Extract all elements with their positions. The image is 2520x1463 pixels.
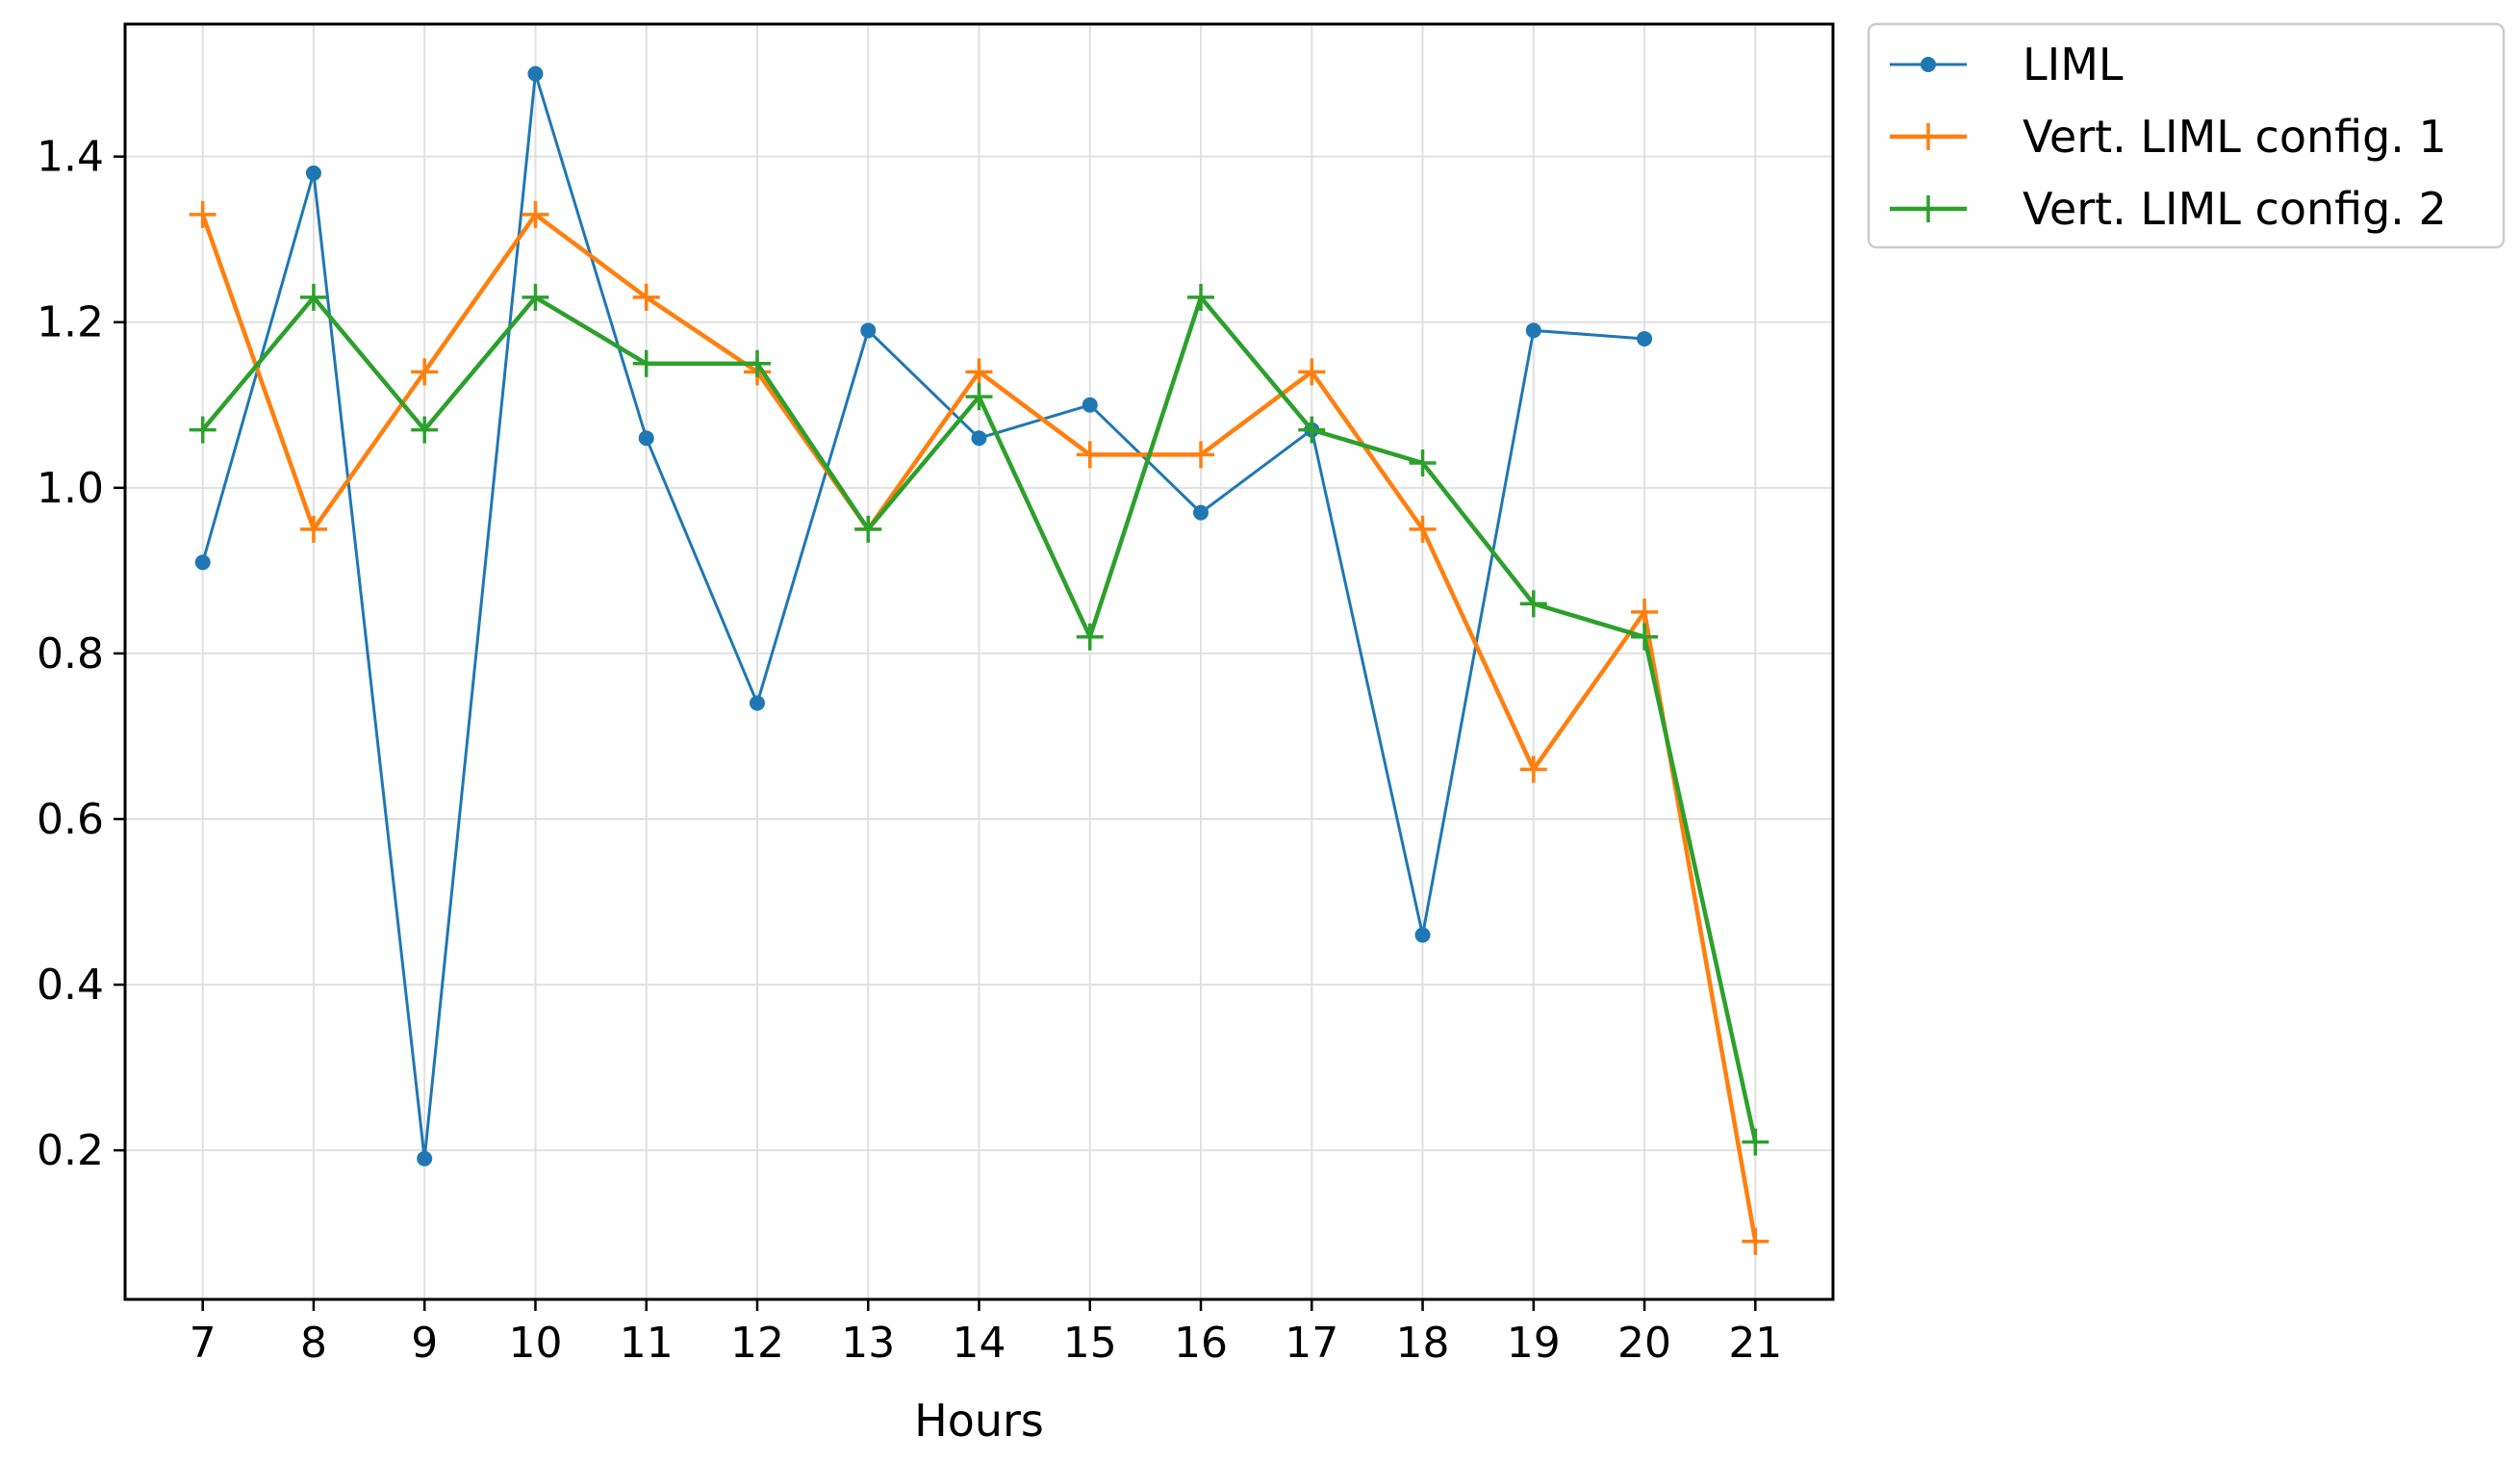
x-tick-label: 13 xyxy=(841,1319,895,1368)
data-point xyxy=(1742,1128,1769,1156)
x-tick-label: 7 xyxy=(190,1319,216,1368)
data-point xyxy=(411,358,439,386)
data-point xyxy=(299,283,327,311)
data-point xyxy=(527,65,544,82)
data-point xyxy=(1298,416,1326,444)
legend-item: LIML xyxy=(1890,38,2124,90)
series-1 xyxy=(194,65,1653,1167)
y-tick-label: 0.2 xyxy=(37,1126,104,1175)
x-tick-label: 18 xyxy=(1396,1319,1450,1368)
data-point xyxy=(1525,322,1541,339)
legend-item: Vert. LIML config. 1 xyxy=(1890,111,2447,163)
y-tick-label: 0.6 xyxy=(37,795,104,844)
data-point xyxy=(1187,441,1215,469)
legend-label: LIML xyxy=(2023,38,2124,90)
y-tick-label: 1.0 xyxy=(37,464,104,513)
data-point xyxy=(1519,756,1547,783)
data-point xyxy=(1076,623,1104,651)
x-tick-label: 17 xyxy=(1285,1319,1338,1368)
data-point xyxy=(1519,590,1547,618)
y-tick-label: 0.4 xyxy=(37,961,104,1010)
x-tick-label: 21 xyxy=(1728,1319,1782,1368)
data-point xyxy=(1298,358,1326,386)
legend: LIML Vert. LIML config. 1 Vert. LIML confi… xyxy=(1867,22,2506,249)
legend-item: Vert. LIML config. 2 xyxy=(1890,183,2447,235)
series-line xyxy=(201,72,1645,1161)
y-tick-label: 1.2 xyxy=(37,298,104,347)
data-point xyxy=(194,554,211,571)
data-point xyxy=(1742,1227,1769,1255)
x-tick-label: 14 xyxy=(953,1319,1006,1368)
x-axis-ticks: 7 8 9 10 11 12 13 14 15 16 17 18 19 20 21 xyxy=(190,1299,1782,1368)
data-point xyxy=(417,1150,433,1167)
y-tick-label: 1.4 xyxy=(37,133,104,182)
data-point xyxy=(522,200,549,228)
data-point xyxy=(1187,283,1215,311)
data-point xyxy=(1631,623,1659,651)
data-point xyxy=(632,349,660,377)
x-tick-label: 19 xyxy=(1507,1319,1561,1368)
x-tick-label: 9 xyxy=(411,1319,438,1368)
data-point xyxy=(1409,449,1437,477)
legend-marker xyxy=(1921,57,1936,72)
data-point xyxy=(860,322,877,339)
data-point xyxy=(854,515,882,543)
data-point xyxy=(965,383,993,411)
data-point xyxy=(1631,598,1659,626)
x-tick-label: 20 xyxy=(1617,1319,1671,1368)
y-axis-ticks: 0.2 0.4 0.6 0.8 1.0 1.2 1.4 xyxy=(37,133,125,1175)
x-tick-label: 12 xyxy=(730,1319,784,1368)
data-point xyxy=(1076,441,1104,469)
data-point xyxy=(743,349,771,377)
legend-label: Vert. LIML config. 1 xyxy=(2023,111,2447,163)
data-point xyxy=(1637,330,1653,346)
data-point xyxy=(1193,504,1209,521)
data-point xyxy=(971,430,987,447)
data-point xyxy=(305,165,321,181)
data-point xyxy=(638,430,654,447)
legend-box xyxy=(1867,22,2506,249)
legend-label: Vert. LIML config. 2 xyxy=(2023,183,2447,235)
y-tick-label: 0.8 xyxy=(37,629,104,679)
data-point xyxy=(632,283,660,311)
x-tick-label: 10 xyxy=(508,1319,562,1368)
grid xyxy=(125,24,1833,1299)
data-point xyxy=(299,515,327,543)
data-point xyxy=(522,283,549,311)
series-3 xyxy=(189,283,1769,1156)
x-tick-label: 16 xyxy=(1174,1319,1228,1368)
data-point xyxy=(411,416,439,444)
data-point xyxy=(1409,515,1437,543)
data-point xyxy=(1082,397,1098,413)
data-point xyxy=(749,695,765,711)
series-lines xyxy=(189,65,1769,1255)
x-axis-label: Hours xyxy=(914,1395,1044,1447)
x-tick-label: 8 xyxy=(300,1319,327,1368)
data-point xyxy=(189,416,216,444)
data-point xyxy=(189,200,216,228)
x-tick-label: 11 xyxy=(620,1319,674,1368)
x-tick-label: 15 xyxy=(1063,1319,1117,1368)
data-point xyxy=(1414,927,1431,943)
data-point xyxy=(965,358,993,386)
